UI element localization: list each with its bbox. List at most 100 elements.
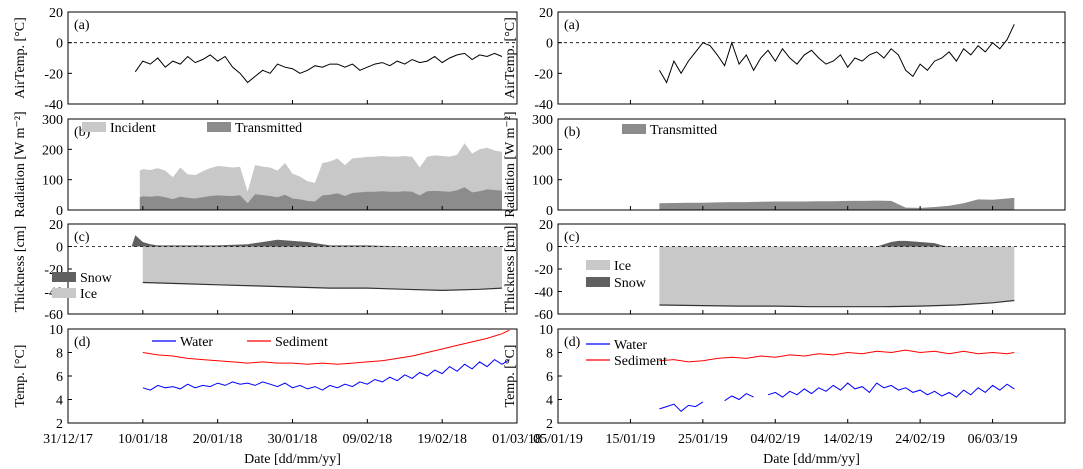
panel-frame — [557, 11, 1066, 105]
y-tick-label: 20 — [539, 218, 553, 233]
x-tick-label: 06/03/19 — [968, 432, 1018, 447]
panel-tag: (c) — [74, 230, 90, 245]
y-tick-label: 100 — [532, 174, 553, 189]
legend-label: Water — [614, 338, 647, 353]
legend-swatch — [52, 272, 76, 282]
legend-swatch — [82, 122, 106, 132]
x-tick-label: 04/02/19 — [750, 432, 800, 447]
x-tick-label: 20/01/18 — [193, 432, 243, 447]
legend-label: Incident — [110, 121, 156, 136]
legend-label: Sediment — [275, 335, 328, 350]
legend-swatch — [586, 260, 610, 270]
y-tick-label: -60 — [534, 308, 553, 323]
y-tick-label: 0 — [56, 241, 63, 256]
legend-swatch — [586, 277, 610, 287]
y-tick-label: 4 — [56, 394, 63, 409]
series-ice-area — [142, 246, 503, 291]
series-water-line — [142, 358, 510, 391]
legend-swatch — [622, 124, 646, 134]
y-axis-label: Thickness [cm] — [503, 226, 518, 313]
panel-frame — [557, 118, 1066, 211]
series-air-temp-line — [134, 52, 503, 84]
legend-swatch — [52, 288, 76, 298]
legend: Ice Snow — [586, 259, 647, 291]
x-tick-label: 25/01/19 — [678, 432, 728, 447]
y-tick-label: -60 — [44, 308, 63, 323]
y-tick-label: 0 — [56, 204, 63, 219]
y-tick-label: -40 — [44, 98, 63, 113]
y-tick-label: 10 — [539, 323, 553, 338]
x-axis-label: Date [dd/mm/yy] — [244, 452, 341, 467]
y-tick-label: 300 — [42, 113, 63, 128]
y-tick-label: 100 — [42, 174, 63, 189]
y-tick-label: 2 — [546, 417, 553, 432]
legend: Transmitted — [622, 123, 717, 138]
panel-thick: -60 -40 -20 0 20 Thickness [cm] (c) Ice Snow — [503, 218, 1066, 323]
x-axis: 31/12/17 10/01/18 20/01/18 30/01/18 09/02/18… — [43, 432, 542, 467]
legend-label: Ice — [614, 259, 631, 274]
y-tick-label: 10 — [49, 323, 63, 338]
x-tick-label: 24/02/19 — [895, 432, 945, 447]
y-tick-label: 8 — [546, 347, 553, 362]
y-axis-label: Thickness [cm] — [13, 226, 28, 313]
y-axis: 2 4 6 8 10 — [49, 323, 72, 432]
legend: Water Sediment — [152, 335, 328, 350]
y-axis: 0 100 200 300 — [532, 113, 562, 219]
legend-label: Snow — [614, 276, 647, 291]
x-axis-label: Date [dd/mm/yy] — [763, 452, 860, 467]
x-tick-label: 31/12/17 — [43, 432, 93, 447]
y-tick-label: 0 — [546, 37, 553, 52]
y-axis-label: Radiation [W m⁻²] — [503, 111, 518, 217]
panel-tag: (d) — [564, 335, 581, 350]
x-tick-label: 09/02/18 — [342, 432, 392, 447]
y-tick-label: 200 — [532, 143, 553, 158]
y-axis-label: AirTemp. [°C] — [503, 17, 518, 99]
y-tick-label: -40 — [534, 98, 553, 113]
x-tick-label: 15/01/19 — [606, 432, 656, 447]
y-tick-label: -20 — [44, 67, 63, 82]
x-tick-label: 10/01/18 — [118, 432, 168, 447]
y-tick-label: -20 — [534, 67, 553, 82]
y-axis: 2 4 6 8 10 — [539, 323, 562, 432]
y-tick-label: 200 — [42, 143, 63, 158]
y-axis-label: Temp. [°C] — [13, 345, 28, 408]
legend: Incident Transmitted — [82, 121, 302, 136]
legend-label: Sediment — [614, 354, 667, 369]
panel-tag: (c) — [564, 230, 580, 245]
legend-label: Transmitted — [650, 123, 717, 138]
legend-label: Water — [180, 335, 213, 350]
series-air-temp-line — [658, 24, 1015, 84]
y-tick-label: 6 — [546, 370, 553, 385]
y-tick-label: -40 — [534, 286, 553, 301]
y-axis-label: Radiation [W m⁻²] — [13, 111, 28, 217]
series-sediment-line — [659, 349, 1015, 363]
y-tick-label: 0 — [546, 241, 553, 256]
y-tick-label: 2 — [56, 417, 63, 432]
y-tick-label: 8 — [56, 347, 63, 362]
series-sediment-line — [142, 329, 510, 365]
y-tick-label: 0 — [546, 204, 553, 219]
legend-label: Transmitted — [235, 121, 302, 136]
x-axis: 05/01/19 15/01/19 25/01/19 04/02/19 14/02/19… — [533, 432, 1017, 467]
y-tick-label: -20 — [534, 263, 553, 278]
series-transmitted-area — [659, 197, 1015, 210]
series-water-line — [659, 382, 1015, 412]
panel-temp: 2 4 6 8 10 Temp. [°C] (d) Water Sediment — [13, 323, 518, 432]
panel-rad: 0 100 200 300 Radiation [W m⁻²] (b) Transmitte… — [503, 111, 1066, 219]
y-axis: -40 -20 0 20 — [534, 6, 562, 113]
y-axis-label: AirTemp. [°C] — [13, 17, 28, 99]
y-tick-label: 20 — [49, 218, 63, 233]
series-ice-area — [659, 246, 1015, 307]
series-snow-area — [876, 240, 950, 247]
legend-swatch — [207, 122, 231, 132]
y-tick-label: 4 — [546, 394, 553, 409]
y-tick-label: 6 — [56, 370, 63, 385]
y-axis: 0 100 200 300 — [42, 113, 72, 219]
series-ice-edge — [142, 281, 503, 292]
y-tick-label: 300 — [532, 113, 553, 128]
